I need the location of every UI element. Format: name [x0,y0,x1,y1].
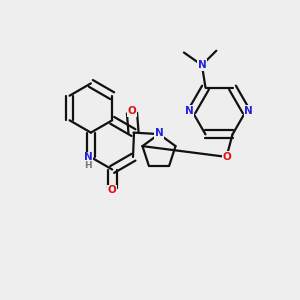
Text: N: N [154,128,164,138]
Text: N: N [244,106,253,116]
Text: O: O [222,152,231,162]
Text: N: N [197,60,206,70]
Text: H: H [84,161,92,170]
Text: N: N [83,152,92,162]
Text: O: O [108,185,117,195]
Text: N: N [185,106,194,116]
Text: O: O [128,106,136,116]
